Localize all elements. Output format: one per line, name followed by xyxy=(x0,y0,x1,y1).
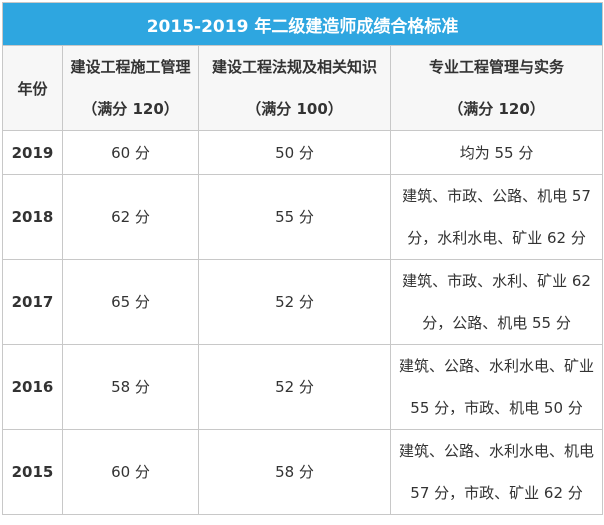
score-line: 55 分 xyxy=(275,208,314,226)
score-line: 建筑、市政、公路、机电 57 xyxy=(402,187,591,205)
data-row: 2015 60 分 58 分 建筑、公路、水利水电、机电 57 分，市政、矿业 62 分 xyxy=(2,429,604,515)
score-cell: 建筑、公路、水利水电、机电 57 分，市政、矿业 62 分 xyxy=(389,429,604,515)
column-header: 专业工程管理与实务 （满分 120） xyxy=(389,45,604,131)
score-cell: 60 分 xyxy=(62,429,199,515)
score-cell: 52 分 xyxy=(198,259,391,345)
year-header: 年份 xyxy=(2,45,63,131)
full-score: （满分 120） xyxy=(448,100,545,118)
header-row: 年份 建设工程施工管理 （满分 120） 建设工程法规及相关知识 （满分 100） 专业工… xyxy=(2,45,604,131)
score-cell: 62 分 xyxy=(62,174,199,260)
data-row: 2018 62 分 55 分 建筑、市政、公路、机电 57 分，水利水电、矿业 62 分 xyxy=(2,174,604,260)
year-cell: 2019 xyxy=(2,130,63,175)
score-line: 分，水利水电、矿业 62 分 xyxy=(407,229,586,247)
score-line: 分，公路、机电 55 分 xyxy=(422,314,571,332)
score-cell: 50 分 xyxy=(198,130,391,175)
year-cell: 2016 xyxy=(2,344,63,430)
score-line: 60 分 xyxy=(111,143,150,162)
score-cell: 60 分 xyxy=(62,130,199,175)
data-row: 2016 58 分 52 分 建筑、公路、水利水电、矿业 55 分，市政、机电 50 分 xyxy=(2,344,604,430)
score-cell: 52 分 xyxy=(198,344,391,430)
score-line: 58 分 xyxy=(111,378,150,396)
score-line: 57 分，市政、矿业 62 分 xyxy=(410,484,583,502)
score-cell: 58 分 xyxy=(62,344,199,430)
score-cell: 65 分 xyxy=(62,259,199,345)
score-line: 60 分 xyxy=(111,463,150,481)
full-score: （满分 120） xyxy=(82,100,179,118)
score-cell: 55 分 xyxy=(198,174,391,260)
score-line: 建筑、公路、水利水电、矿业 xyxy=(399,357,595,375)
data-row: 2017 65 分 52 分 建筑、市政、水利、矿业 62 分，公路、机电 55 分 xyxy=(2,259,604,345)
score-line: 62 分 xyxy=(111,208,150,226)
score-line: 建筑、公路、水利水电、机电 xyxy=(399,442,595,460)
score-table: 2015-2019 年二级建造师成绩合格标准 年份 建设工程施工管理 （满分 120）… xyxy=(1,2,604,515)
column-header: 建设工程法规及相关知识 （满分 100） xyxy=(198,45,391,131)
score-line: 52 分 xyxy=(275,293,314,311)
full-score: （满分 100） xyxy=(246,100,343,118)
year-cell: 2018 xyxy=(2,174,63,260)
score-line: 均为 55 分 xyxy=(459,143,534,162)
score-line: 55 分，市政、机电 50 分 xyxy=(410,399,583,417)
score-line: 58 分 xyxy=(275,463,314,481)
title-row: 2015-2019 年二级建造师成绩合格标准 xyxy=(1,2,604,46)
score-cell: 建筑、公路、水利水电、矿业 55 分，市政、机电 50 分 xyxy=(389,344,604,430)
score-cell: 均为 55 分 xyxy=(389,130,604,175)
score-line: 建筑、市政、水利、矿业 62 xyxy=(402,272,591,290)
column-name: 建设工程施工管理 xyxy=(70,58,191,76)
column-header: 建设工程施工管理 （满分 120） xyxy=(62,45,199,131)
score-cell: 建筑、市政、公路、机电 57 分，水利水电、矿业 62 分 xyxy=(389,174,604,260)
year-cell: 2017 xyxy=(2,259,63,345)
table-title: 2015-2019 年二级建造师成绩合格标准 xyxy=(1,2,604,46)
year-cell: 2015 xyxy=(2,429,63,515)
score-cell: 建筑、市政、水利、矿业 62 分，公路、机电 55 分 xyxy=(389,259,604,345)
score-cell: 58 分 xyxy=(198,429,391,515)
column-name: 建设工程法规及相关知识 xyxy=(211,58,377,76)
data-row: 2019 60 分 50 分 均为 55 分 xyxy=(2,130,604,175)
column-name: 专业工程管理与实务 xyxy=(429,58,565,76)
score-line: 50 分 xyxy=(275,143,314,162)
score-line: 52 分 xyxy=(275,378,314,396)
score-line: 65 分 xyxy=(111,293,150,311)
